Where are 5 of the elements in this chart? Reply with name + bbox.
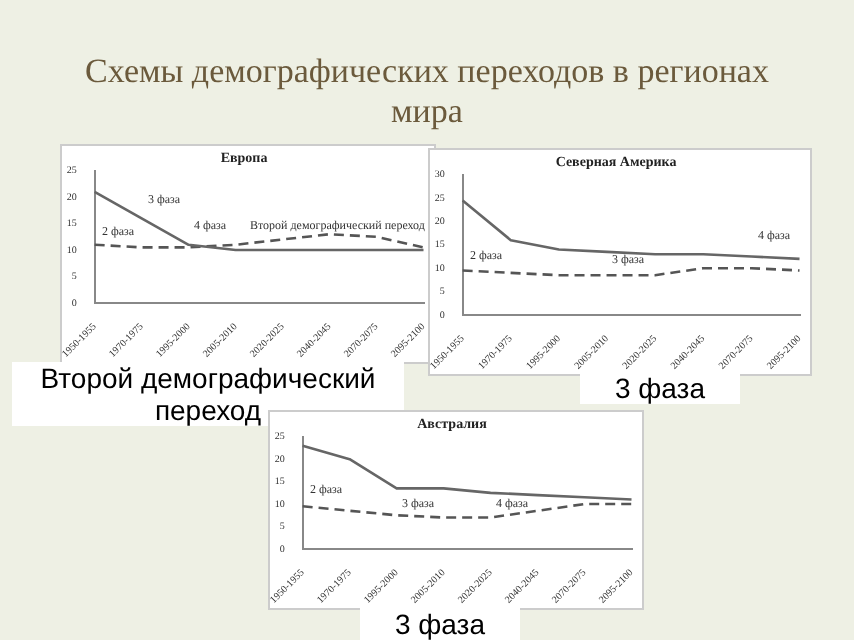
text: 3 фаза — [360, 608, 520, 640]
line-series — [301, 502, 633, 519]
text: Второй демографический переход — [12, 362, 404, 426]
text: 3 фаза — [580, 372, 740, 404]
text: Схемы демографических переходов в регионах мира — [83, 52, 771, 132]
